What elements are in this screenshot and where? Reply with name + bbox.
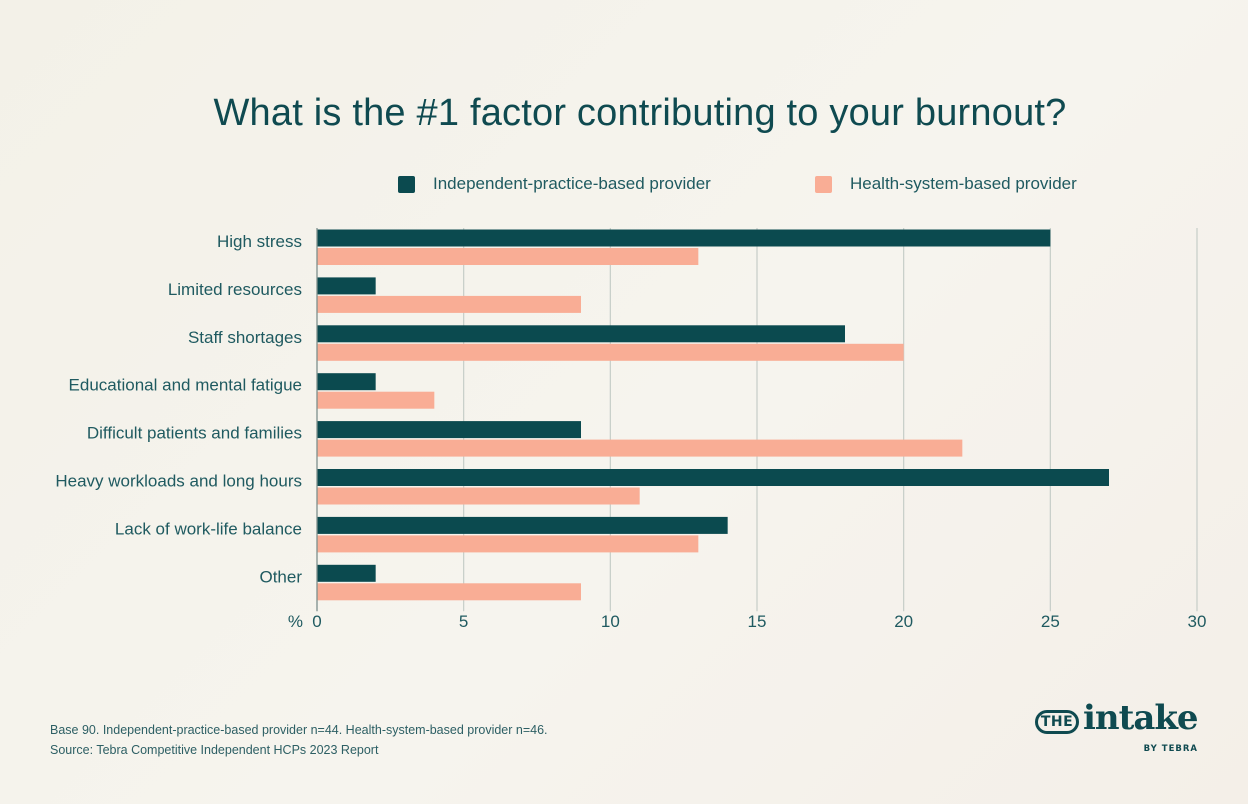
logo-wordmark: intake (1083, 698, 1199, 738)
category-label: Lack of work-life balance (115, 519, 302, 538)
footnote-source: Source: Tebra Competitive Independent HC… (50, 743, 379, 757)
footnote-base: Base 90. Independent-practice-based prov… (50, 723, 548, 737)
bar-health-system (317, 487, 640, 505)
x-tick-label: 25 (1041, 612, 1060, 631)
bar-independent (317, 564, 376, 582)
bar-health-system (317, 295, 581, 313)
logo-by-tebra: BY TEBRA (1143, 744, 1198, 754)
bar-independent (317, 325, 845, 343)
x-tick-label: 10 (601, 612, 620, 631)
legend-item-health-system: Health-system-based provider (815, 174, 1077, 194)
bar-independent (317, 516, 728, 534)
x-tick-label: 0 (312, 612, 321, 631)
x-tick-label: 20 (894, 612, 913, 631)
bar-health-system (317, 535, 699, 553)
legend-swatch-independent (398, 175, 415, 193)
bar-health-system (317, 391, 435, 409)
bar-independent (317, 373, 376, 391)
legend-item-independent: Independent-practice-based provider (398, 174, 711, 194)
bar-health-system (317, 248, 699, 265)
category-label: Staff shortages (188, 328, 302, 347)
legend-label-health-system: Health-system-based provider (850, 174, 1077, 193)
chart-legend: Independent-practice-based provider Heal… (0, 174, 1248, 200)
logo-the-badge: THE (1035, 710, 1079, 734)
bar-health-system (317, 439, 963, 457)
category-label: Educational and mental fatigue (69, 376, 302, 395)
category-label: Heavy workloads and long hours (55, 472, 302, 491)
x-tick-label: 15 (748, 612, 767, 631)
the-intake-logo: THE intake BY TEBRA (1035, 698, 1210, 760)
bar-health-system (317, 583, 581, 601)
bar-independent (317, 421, 581, 439)
category-label: Difficult patients and families (87, 424, 302, 443)
bar-independent (317, 229, 1051, 247)
category-label: Other (259, 567, 302, 586)
category-label: High stress (217, 232, 302, 251)
chart-title: What is the #1 factor contributing to yo… (213, 92, 1067, 134)
legend-swatch-health-system (815, 175, 832, 193)
bar-independent (317, 469, 1109, 486)
legend-label-independent: Independent-practice-based provider (433, 174, 711, 193)
x-tick-label: 30 (1188, 612, 1207, 631)
category-label: Limited resources (168, 280, 302, 299)
x-axis-unit-label: % (288, 612, 303, 631)
x-tick-label: 5 (459, 612, 468, 631)
bar-health-system (317, 343, 904, 361)
bar-independent (317, 277, 376, 295)
